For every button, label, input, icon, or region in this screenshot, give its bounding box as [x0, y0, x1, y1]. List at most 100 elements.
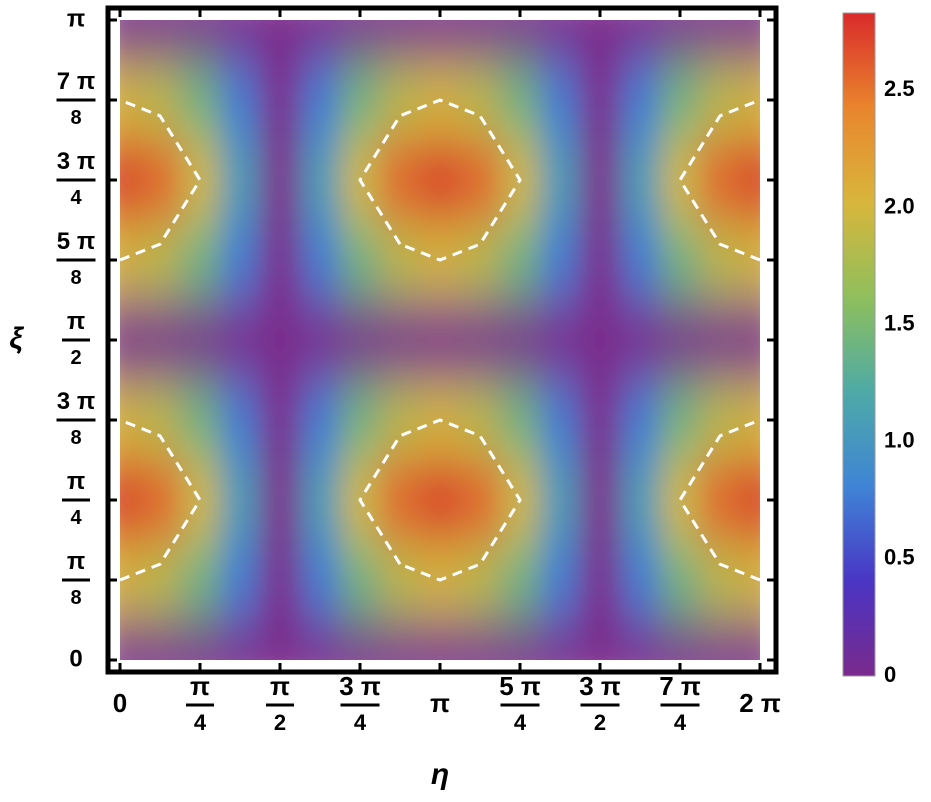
tick-label: 0	[113, 688, 127, 718]
heat-cell	[620, 300, 661, 381]
heat-cell	[740, 220, 760, 301]
colorbar	[842, 12, 876, 677]
heat-cell	[180, 60, 221, 141]
heat-cell	[260, 300, 301, 381]
heat-cell	[460, 380, 501, 461]
heat-cell	[660, 300, 701, 381]
heat-cell	[460, 460, 501, 541]
heat-cell	[220, 220, 261, 301]
heat-cell	[120, 220, 141, 301]
heat-cell	[500, 540, 541, 621]
heat-cell	[580, 20, 621, 61]
heat-cell	[540, 300, 581, 381]
heat-cell	[220, 300, 261, 381]
heat-cell	[740, 540, 760, 621]
heat-cell	[700, 20, 741, 61]
heat-cell	[500, 300, 541, 381]
colorbar-tick-label: 1.5	[884, 310, 915, 335]
x-axis-label: η	[431, 758, 449, 791]
contour-line	[358, 418, 522, 582]
contour-line	[358, 98, 522, 262]
heat-cell	[380, 20, 421, 61]
heat-cell	[260, 540, 301, 621]
heat-cell	[300, 540, 341, 621]
heat-cell	[460, 60, 501, 141]
heat-cell	[620, 620, 661, 660]
heat-cell	[620, 540, 661, 621]
contour-line	[678, 98, 760, 262]
heat-cell	[380, 300, 421, 381]
heat-cell	[620, 460, 661, 541]
heat-cell	[380, 140, 421, 221]
colorbar-tick-label: 1.0	[884, 428, 915, 453]
heat-cell	[580, 300, 621, 381]
heat-cell	[260, 620, 301, 660]
tick-label: π	[67, 5, 85, 32]
heat-cell	[220, 540, 261, 621]
heat-cell	[540, 60, 581, 141]
heat-cell	[500, 20, 541, 61]
heat-cell	[220, 60, 261, 141]
heat-cell	[140, 380, 181, 461]
heat-cell	[180, 620, 221, 660]
heat-cell	[660, 540, 701, 621]
heat-cell	[300, 20, 341, 61]
heat-cell	[740, 60, 760, 141]
heat-cell	[380, 60, 421, 141]
heat-cell	[340, 20, 381, 61]
heat-cell	[340, 220, 381, 301]
heat-cell	[580, 620, 621, 660]
heat-cell	[260, 460, 301, 541]
heat-cell	[380, 620, 421, 660]
y-axis-label: ξ	[9, 322, 24, 355]
contours	[120, 98, 760, 582]
heat-cell	[220, 460, 261, 541]
heat-cell	[460, 620, 501, 660]
heat-cell	[180, 220, 221, 301]
heat-cell	[340, 540, 381, 621]
heat-cell	[660, 60, 701, 141]
heat-cell	[740, 380, 760, 461]
heat-cell	[300, 460, 341, 541]
heat-cell	[500, 380, 541, 461]
heat-cell	[180, 140, 221, 221]
heat-cell	[300, 140, 341, 221]
colorbar-tick-label: 0.5	[884, 545, 915, 570]
heat-cell	[740, 460, 760, 541]
heat-cell	[620, 60, 661, 141]
heat-cell	[740, 620, 760, 660]
heat-cell	[220, 380, 261, 461]
heat-cell	[460, 220, 501, 301]
heat-cell	[420, 460, 461, 541]
heat-cell	[700, 460, 741, 541]
heat-cell	[620, 140, 661, 221]
heat-cell	[460, 20, 501, 61]
heat-cell	[220, 20, 261, 61]
heat-cell	[420, 620, 461, 660]
heat-cell	[540, 540, 581, 621]
heat-cell	[660, 620, 701, 660]
heat-cell	[120, 300, 141, 381]
heat-cell	[700, 220, 741, 301]
heat-cell	[700, 540, 741, 621]
heat-cell	[180, 20, 221, 61]
heat-cell	[140, 220, 181, 301]
heat-cell	[700, 60, 741, 141]
heat-cell	[120, 140, 141, 221]
heat-cell	[140, 300, 181, 381]
heat-cell	[260, 380, 301, 461]
colorbar-tick-label: 2.5	[884, 76, 915, 101]
heat-cell	[180, 300, 221, 381]
heat-cell	[180, 460, 221, 541]
heat-cell	[120, 540, 141, 621]
heatmap-cells	[120, 20, 760, 660]
